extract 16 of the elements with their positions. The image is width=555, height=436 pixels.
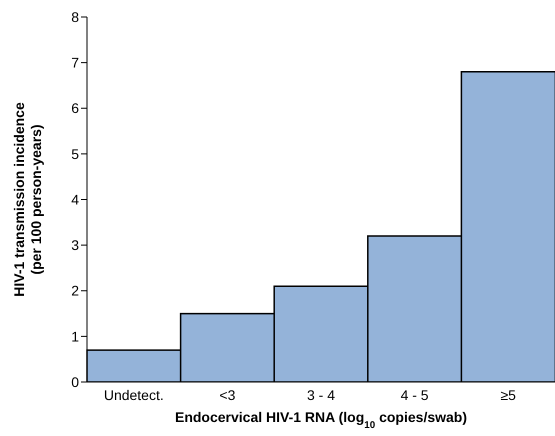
y-tick-label: 2 bbox=[71, 282, 80, 299]
y-tick-label: 3 bbox=[71, 237, 80, 254]
x-tick-label: Undetect. bbox=[104, 386, 164, 403]
y-tick-label: 8 bbox=[71, 8, 80, 25]
y-tick-label: 7 bbox=[71, 54, 80, 71]
x-tick-label: 4 - 5 bbox=[400, 386, 429, 403]
y-axis-title: HIV-1 transmission incidence (per 100 person-years) bbox=[11, 102, 44, 297]
y-tick-label: 1 bbox=[71, 328, 80, 344]
x-tick-label: <3 bbox=[219, 386, 236, 403]
x-tick-label: ≥5 bbox=[500, 386, 516, 403]
x-axis-title: Endocervical HIV-1 RNA (log$_{10}$ copies/swab) bbox=[174, 409, 468, 430]
y-tick-label: 4 bbox=[71, 191, 80, 208]
y-tick-label: 0 bbox=[71, 374, 80, 390]
y-tick-label: 6 bbox=[71, 100, 80, 116]
y-tick-label: 5 bbox=[71, 146, 80, 162]
x-tick-label: 3 - 4 bbox=[306, 386, 336, 403]
